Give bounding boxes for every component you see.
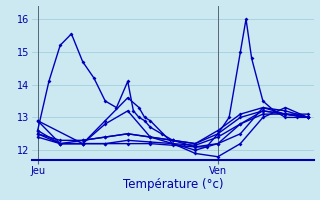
- X-axis label: Température (°c): Température (°c): [123, 178, 223, 191]
